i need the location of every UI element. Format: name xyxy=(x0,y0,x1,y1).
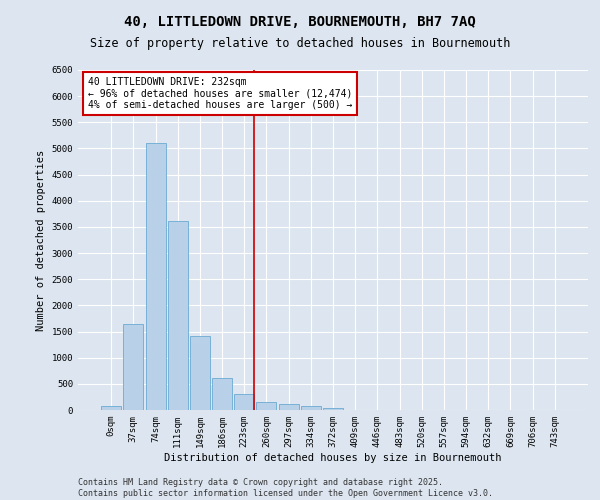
Bar xyxy=(301,406,321,410)
Bar xyxy=(146,143,166,410)
Bar xyxy=(212,378,232,410)
Bar xyxy=(168,220,188,410)
Bar xyxy=(323,408,343,410)
Bar xyxy=(190,336,210,410)
Text: Size of property relative to detached houses in Bournemouth: Size of property relative to detached ho… xyxy=(90,38,510,51)
Bar xyxy=(101,406,121,410)
X-axis label: Distribution of detached houses by size in Bournemouth: Distribution of detached houses by size … xyxy=(164,452,502,462)
Bar xyxy=(256,402,277,410)
Bar xyxy=(234,394,254,410)
Y-axis label: Number of detached properties: Number of detached properties xyxy=(36,150,46,330)
Text: 40 LITTLEDOWN DRIVE: 232sqm
← 96% of detached houses are smaller (12,474)
4% of : 40 LITTLEDOWN DRIVE: 232sqm ← 96% of det… xyxy=(88,77,353,110)
Text: Contains HM Land Registry data © Crown copyright and database right 2025.
Contai: Contains HM Land Registry data © Crown c… xyxy=(78,478,493,498)
Text: 40, LITTLEDOWN DRIVE, BOURNEMOUTH, BH7 7AQ: 40, LITTLEDOWN DRIVE, BOURNEMOUTH, BH7 7… xyxy=(124,15,476,29)
Bar xyxy=(124,324,143,410)
Bar xyxy=(278,404,299,410)
